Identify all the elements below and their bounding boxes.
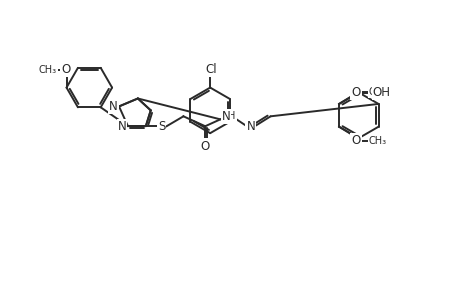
Text: N: N bbox=[118, 120, 126, 133]
Text: CH₃: CH₃ bbox=[368, 87, 386, 97]
Text: O: O bbox=[351, 85, 360, 98]
Text: N: N bbox=[246, 120, 255, 133]
Text: O: O bbox=[61, 63, 70, 76]
Text: Cl: Cl bbox=[205, 63, 217, 76]
Text: H: H bbox=[228, 111, 235, 121]
Text: N: N bbox=[108, 100, 117, 113]
Text: CH₃: CH₃ bbox=[368, 136, 386, 146]
Text: S: S bbox=[157, 120, 165, 133]
Text: CH₃: CH₃ bbox=[39, 65, 56, 75]
Text: OH: OH bbox=[372, 86, 390, 99]
Text: O: O bbox=[351, 134, 360, 147]
Text: N: N bbox=[221, 110, 230, 123]
Text: O: O bbox=[200, 140, 209, 152]
